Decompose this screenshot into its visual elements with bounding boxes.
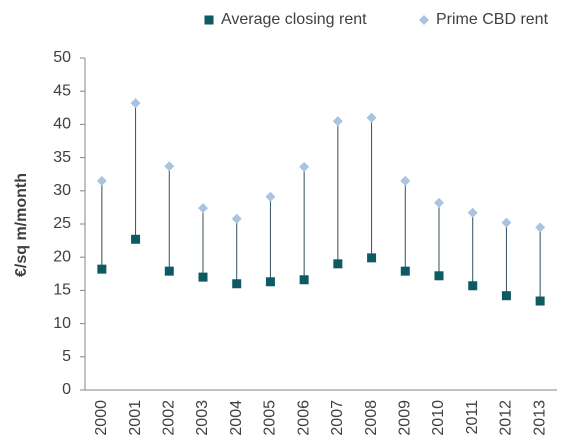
square-marker <box>164 266 174 276</box>
square-marker <box>468 281 478 291</box>
x-tick-label: 2007 <box>329 400 346 436</box>
diamond-marker <box>164 161 175 172</box>
square-marker <box>131 234 141 244</box>
square-marker <box>299 275 309 285</box>
diamond-marker <box>130 98 141 109</box>
legend-label: Average closing rent <box>221 11 367 28</box>
square-marker <box>232 279 242 289</box>
square-marker <box>501 291 511 301</box>
legend-marker <box>204 15 214 25</box>
legend-marker <box>419 15 429 25</box>
square-marker <box>97 264 107 274</box>
diamond-marker <box>231 213 242 224</box>
x-tick-label: 2006 <box>295 400 312 436</box>
diamond-marker <box>400 175 411 186</box>
x-tick-label: 2001 <box>127 400 144 436</box>
x-tick-label: 2000 <box>93 400 110 436</box>
x-tick-label: 2008 <box>363 400 380 436</box>
diamond-marker <box>265 191 276 202</box>
y-tick-label: 0 <box>62 381 71 398</box>
y-tick-label: 50 <box>53 49 71 66</box>
diamond-marker <box>535 222 546 233</box>
y-tick-label: 35 <box>53 149 71 166</box>
x-tick-label: 2010 <box>430 400 447 436</box>
y-tick-label: 40 <box>53 116 71 133</box>
diamond-marker <box>434 197 444 208</box>
y-tick-label: 15 <box>53 282 71 299</box>
square-marker <box>333 259 343 269</box>
x-tick-label: 2005 <box>262 400 279 436</box>
square-marker <box>434 271 444 281</box>
diamond-marker <box>366 112 377 123</box>
square-marker <box>367 253 377 263</box>
y-tick-label: 20 <box>53 248 71 265</box>
y-axis-label: €/sq m/month <box>13 173 30 277</box>
legend-label: Prime CBD rent <box>436 11 549 28</box>
square-marker <box>265 277 275 287</box>
x-tick-label: 2012 <box>498 400 515 436</box>
diamond-marker <box>501 217 512 228</box>
x-tick-label: 2003 <box>194 400 211 436</box>
y-tick-label: 45 <box>53 82 71 99</box>
diamond-marker <box>332 116 343 127</box>
x-tick-label: 2013 <box>531 400 548 436</box>
square-marker <box>535 296 545 306</box>
square-marker <box>198 272 208 282</box>
y-tick-label: 10 <box>53 315 71 332</box>
y-tick-label: 25 <box>53 215 71 232</box>
diamond-marker <box>299 161 310 172</box>
x-tick-label: 2002 <box>161 400 178 436</box>
y-tick-label: 30 <box>53 182 71 199</box>
square-marker <box>400 266 410 276</box>
y-tick-label: 5 <box>62 348 71 365</box>
x-tick-label: 2011 <box>464 400 481 435</box>
x-tick-label: 2004 <box>228 400 245 436</box>
diamond-marker <box>198 203 208 214</box>
diamond-marker <box>467 207 478 218</box>
diamond-marker <box>96 175 107 186</box>
x-tick-label: 2009 <box>397 400 414 436</box>
